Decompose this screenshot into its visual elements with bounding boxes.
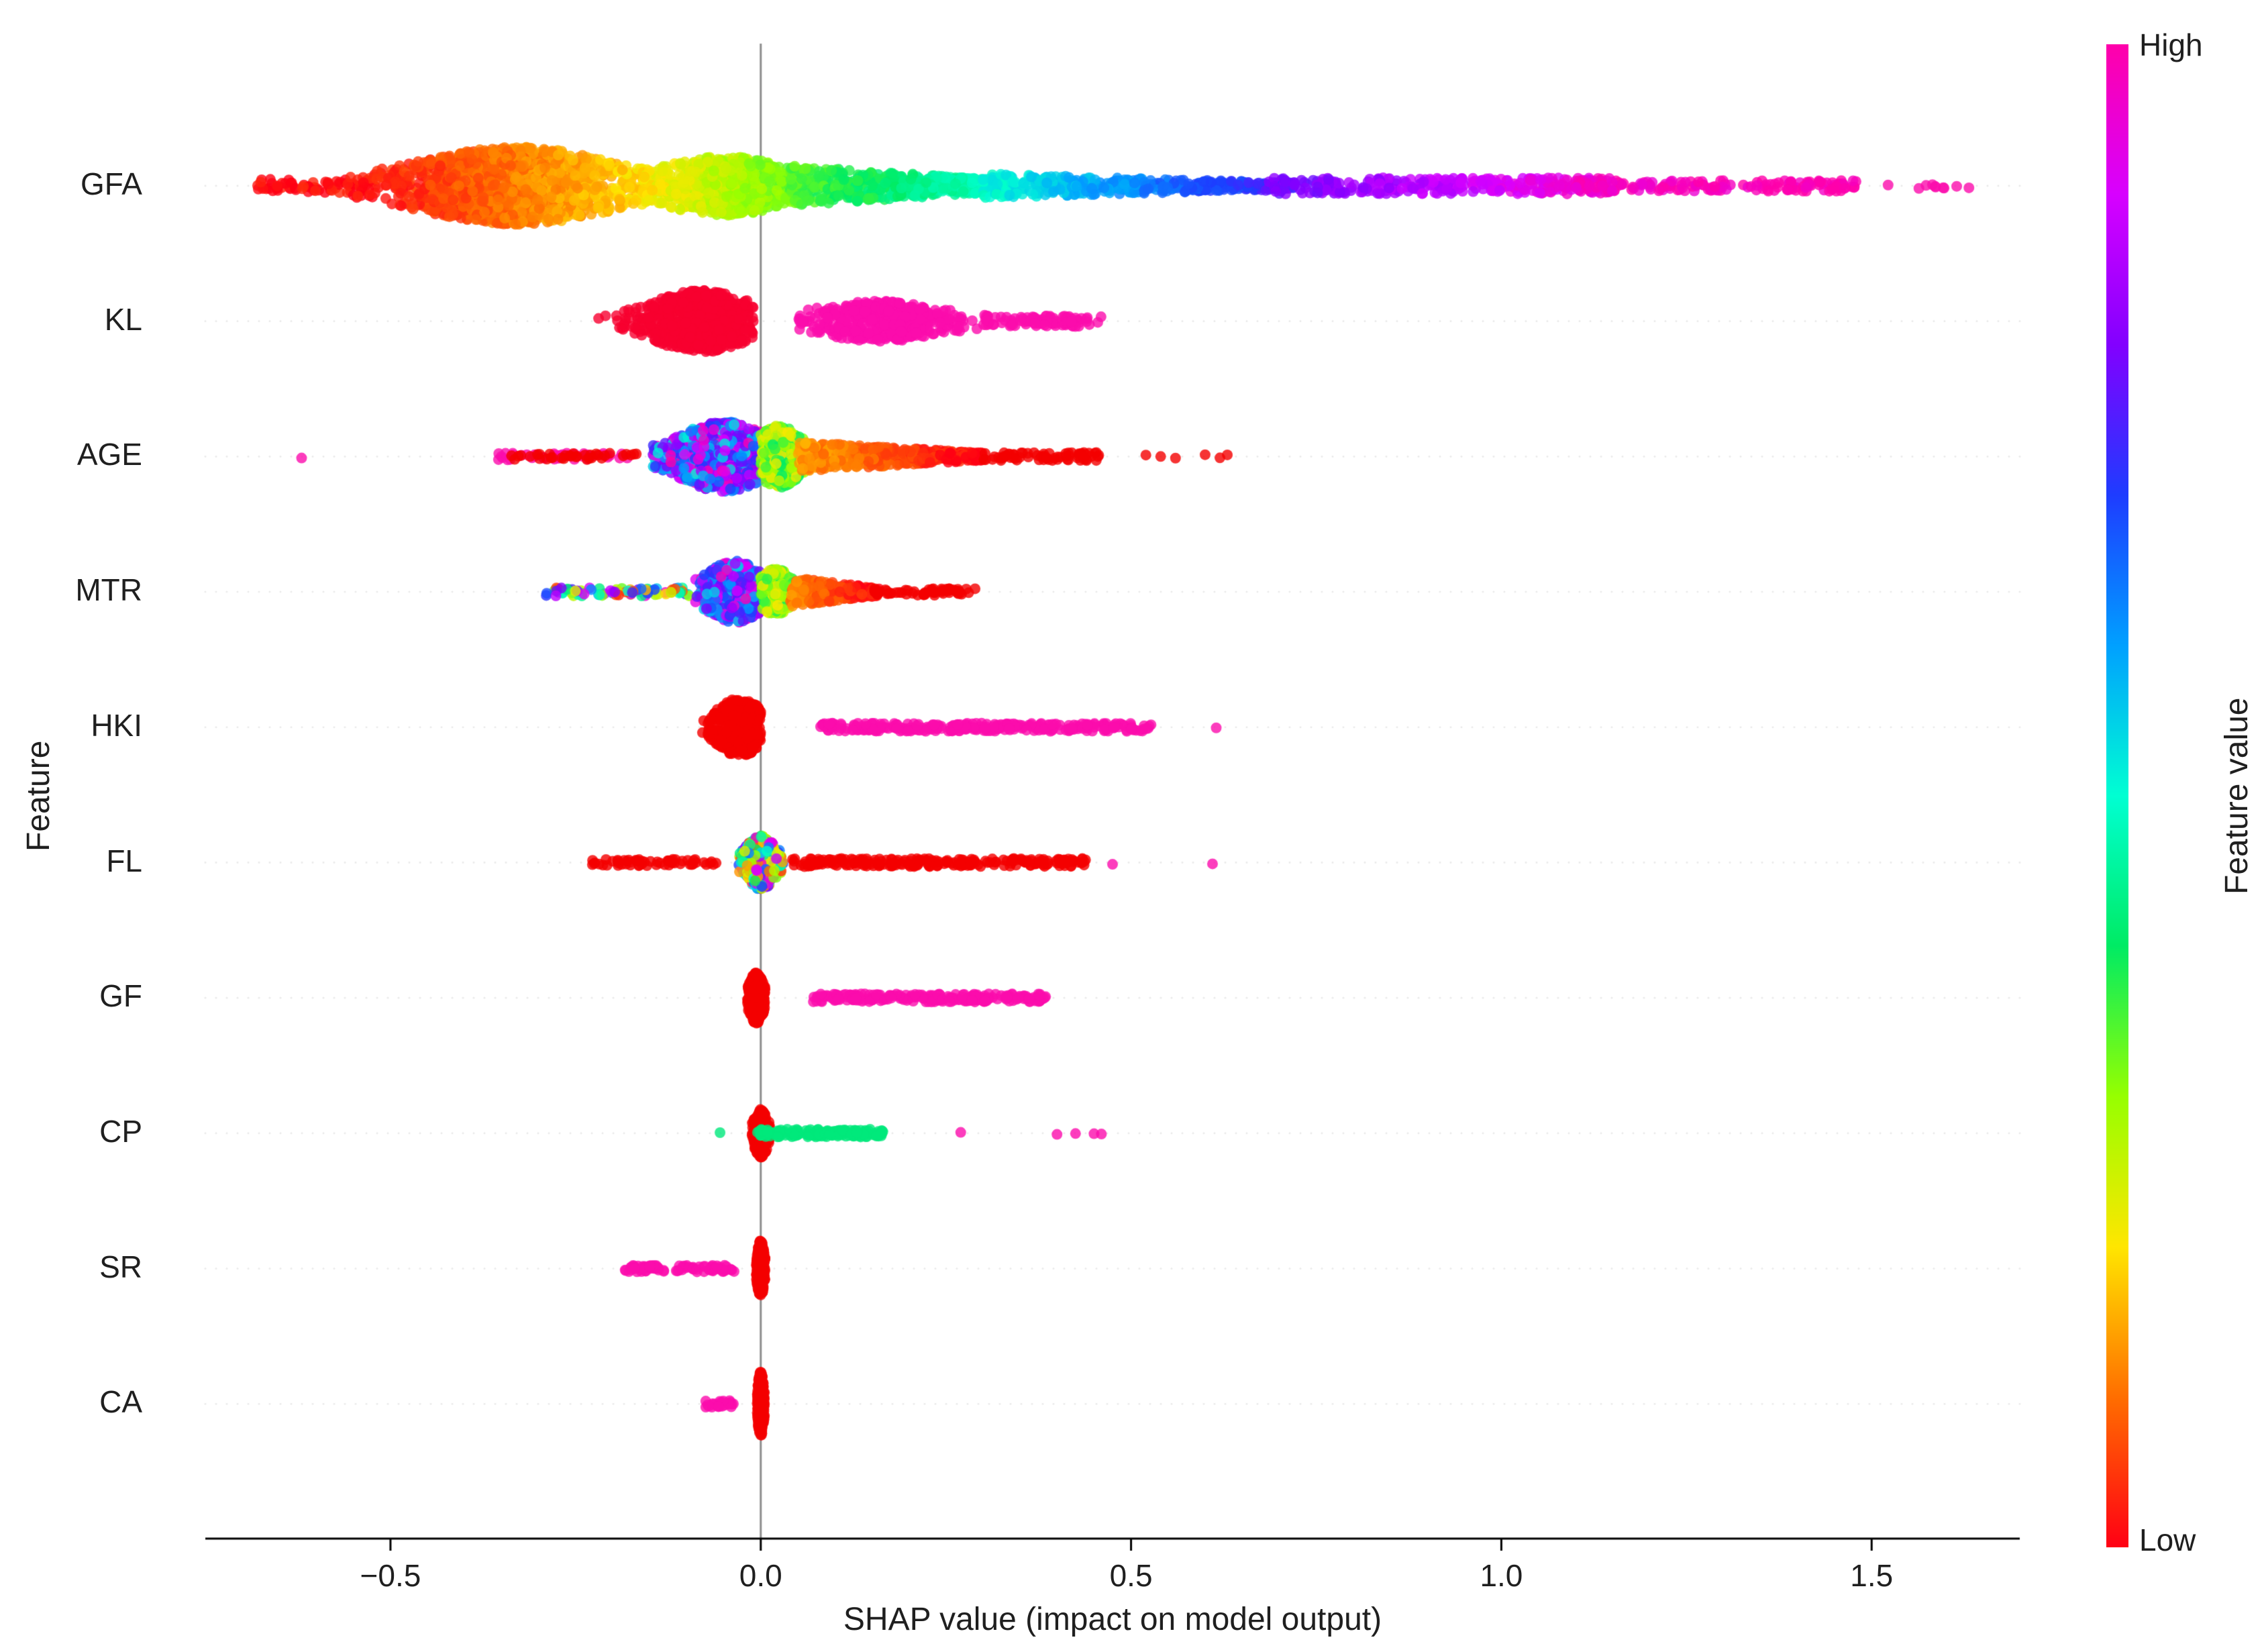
x-axis-title: SHAP value (impact on model output) [843,1602,1382,1637]
colorbar-title: Feature value [2219,697,2255,894]
colorbar-high-label: High [2139,28,2203,62]
colorbar-gradient [2106,44,2128,1547]
y-axis-title: Feature [21,740,56,851]
colorbar-low-label: Low [2139,1522,2196,1557]
